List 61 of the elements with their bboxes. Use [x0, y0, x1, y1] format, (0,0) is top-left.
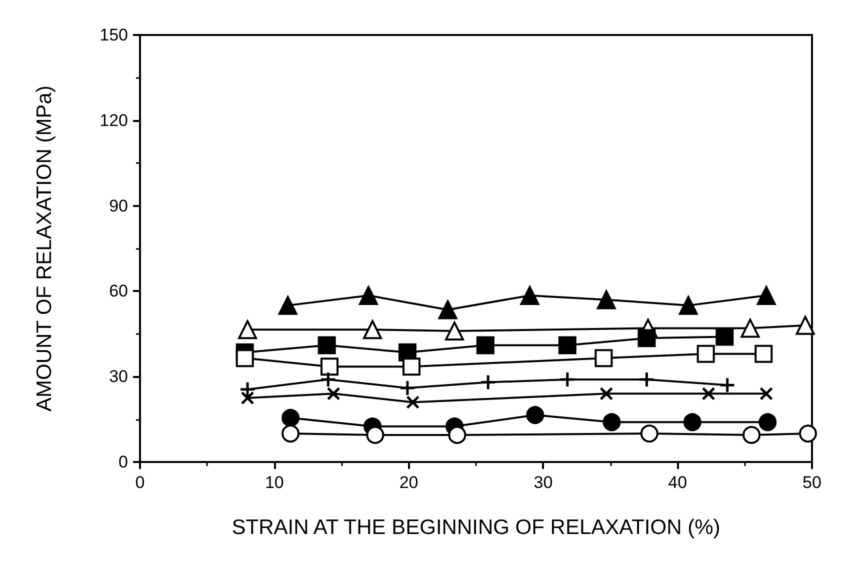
y-tick-label: 120 — [100, 110, 128, 130]
point — [448, 426, 466, 444]
point — [594, 349, 613, 368]
point — [798, 424, 817, 443]
point — [238, 320, 258, 340]
point — [756, 286, 776, 305]
point — [716, 328, 734, 346]
point — [278, 296, 298, 315]
point — [678, 296, 698, 315]
point — [638, 329, 656, 348]
point — [702, 386, 716, 400]
x-tick-label: 10 — [264, 473, 284, 492]
point — [402, 358, 420, 376]
point — [796, 316, 815, 335]
point — [399, 380, 416, 396]
point — [600, 386, 614, 400]
point — [366, 426, 384, 444]
point — [318, 336, 336, 354]
point — [760, 386, 774, 400]
y-tick-label: 0 — [118, 452, 128, 472]
point — [480, 374, 496, 391]
point — [444, 322, 464, 341]
point — [559, 371, 576, 388]
point — [740, 318, 760, 338]
x-tick-label: 50 — [802, 473, 822, 492]
point — [406, 395, 420, 409]
point — [520, 286, 540, 305]
point — [240, 391, 254, 405]
point — [754, 344, 773, 363]
point — [438, 300, 458, 320]
x-axis-title: STRAIN AT THE BEGINNING OF RELAXATION (%) — [232, 516, 720, 539]
point — [683, 413, 702, 432]
point — [596, 290, 616, 310]
point — [236, 349, 254, 368]
point — [696, 344, 715, 363]
x-tick-label: 20 — [399, 473, 418, 492]
point — [758, 413, 777, 432]
point — [363, 320, 382, 340]
point — [326, 386, 340, 400]
y-tick-label: 90 — [109, 196, 128, 216]
y-tick-label: 30 — [109, 367, 128, 386]
point — [638, 371, 655, 388]
point — [282, 424, 300, 443]
point — [476, 336, 494, 354]
point — [602, 413, 621, 432]
x-tick-label: 0 — [135, 473, 145, 492]
point — [742, 426, 761, 444]
x-tick-label: 30 — [534, 473, 553, 492]
point — [239, 381, 256, 398]
y-tick-label: 150 — [100, 26, 128, 44]
point — [282, 408, 300, 427]
point — [558, 336, 576, 354]
point — [719, 376, 736, 394]
point — [640, 424, 658, 443]
y-tick-label: 60 — [109, 282, 128, 301]
point — [320, 371, 336, 388]
y-axis-title: AMOUNT OF RELAXATION (MPa) — [33, 86, 56, 412]
point — [320, 358, 339, 376]
point — [526, 406, 544, 424]
x-tick-label: 40 — [668, 473, 688, 492]
point — [358, 286, 378, 305]
